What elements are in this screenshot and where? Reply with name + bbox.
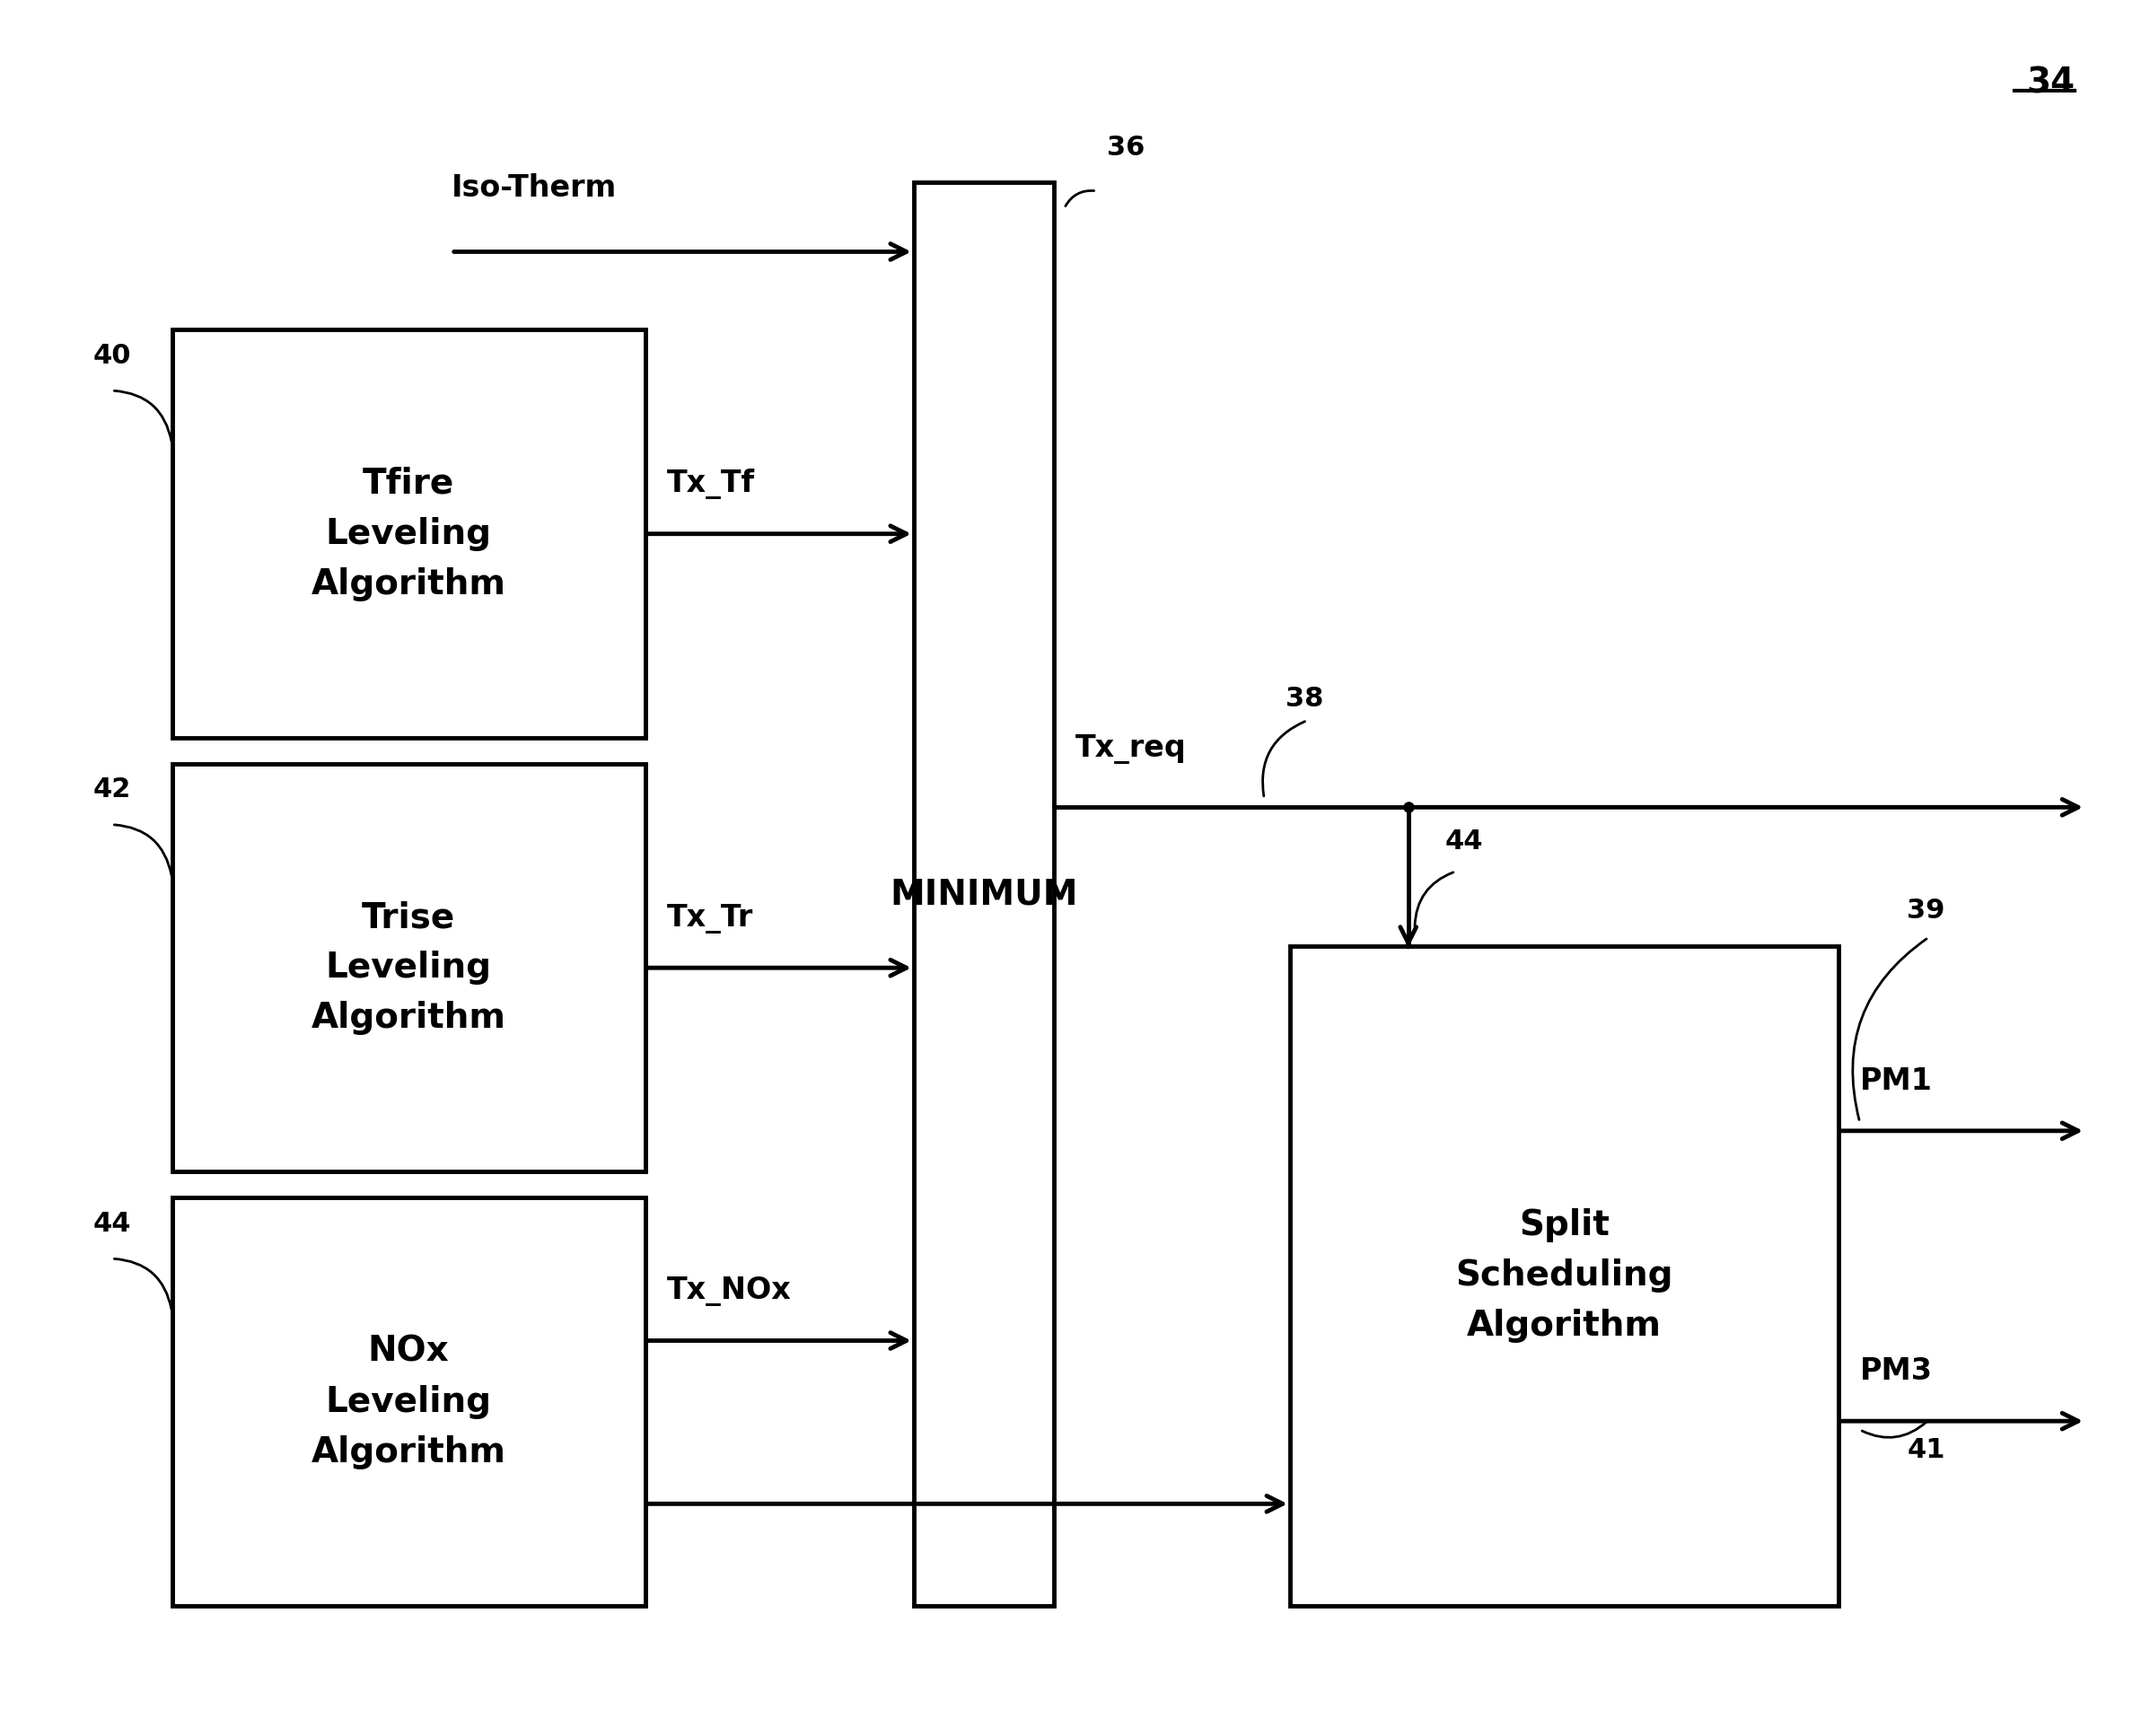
FancyBboxPatch shape (172, 1198, 645, 1606)
Text: Tx_NOx: Tx_NOx (667, 1276, 791, 1305)
Text: 36: 36 (1107, 135, 1146, 160)
Text: Tfire
Leveling
Algorithm: Tfire Leveling Algorithm (312, 467, 505, 601)
FancyBboxPatch shape (172, 764, 645, 1172)
Text: 41: 41 (1907, 1437, 1946, 1463)
Text: Tx_req: Tx_req (1075, 734, 1187, 764)
Text: NOx
Leveling
Algorithm: NOx Leveling Algorithm (312, 1335, 505, 1469)
Text: MINIMUM: MINIMUM (890, 877, 1077, 911)
FancyBboxPatch shape (1290, 946, 1838, 1606)
Text: 42: 42 (92, 778, 131, 802)
Text: Tx_Tr: Tx_Tr (667, 903, 752, 934)
Text: Iso-Therm: Iso-Therm (452, 174, 617, 203)
Text: 40: 40 (92, 344, 131, 368)
Text: Trise
Leveling
Algorithm: Trise Leveling Algorithm (312, 901, 505, 1035)
Text: 44: 44 (1445, 828, 1483, 854)
Text: 39: 39 (1907, 898, 1946, 924)
Text: PM1: PM1 (1860, 1066, 1933, 1095)
Text: 34: 34 (2025, 66, 2075, 101)
Text: Split
Scheduling
Algorithm: Split Scheduling Algorithm (1456, 1208, 1673, 1344)
FancyBboxPatch shape (914, 182, 1054, 1606)
Text: PM3: PM3 (1860, 1358, 1933, 1387)
Text: 44: 44 (92, 1212, 131, 1236)
Text: Tx_Tf: Tx_Tf (667, 469, 755, 500)
FancyBboxPatch shape (172, 330, 645, 738)
Text: 38: 38 (1286, 686, 1324, 712)
